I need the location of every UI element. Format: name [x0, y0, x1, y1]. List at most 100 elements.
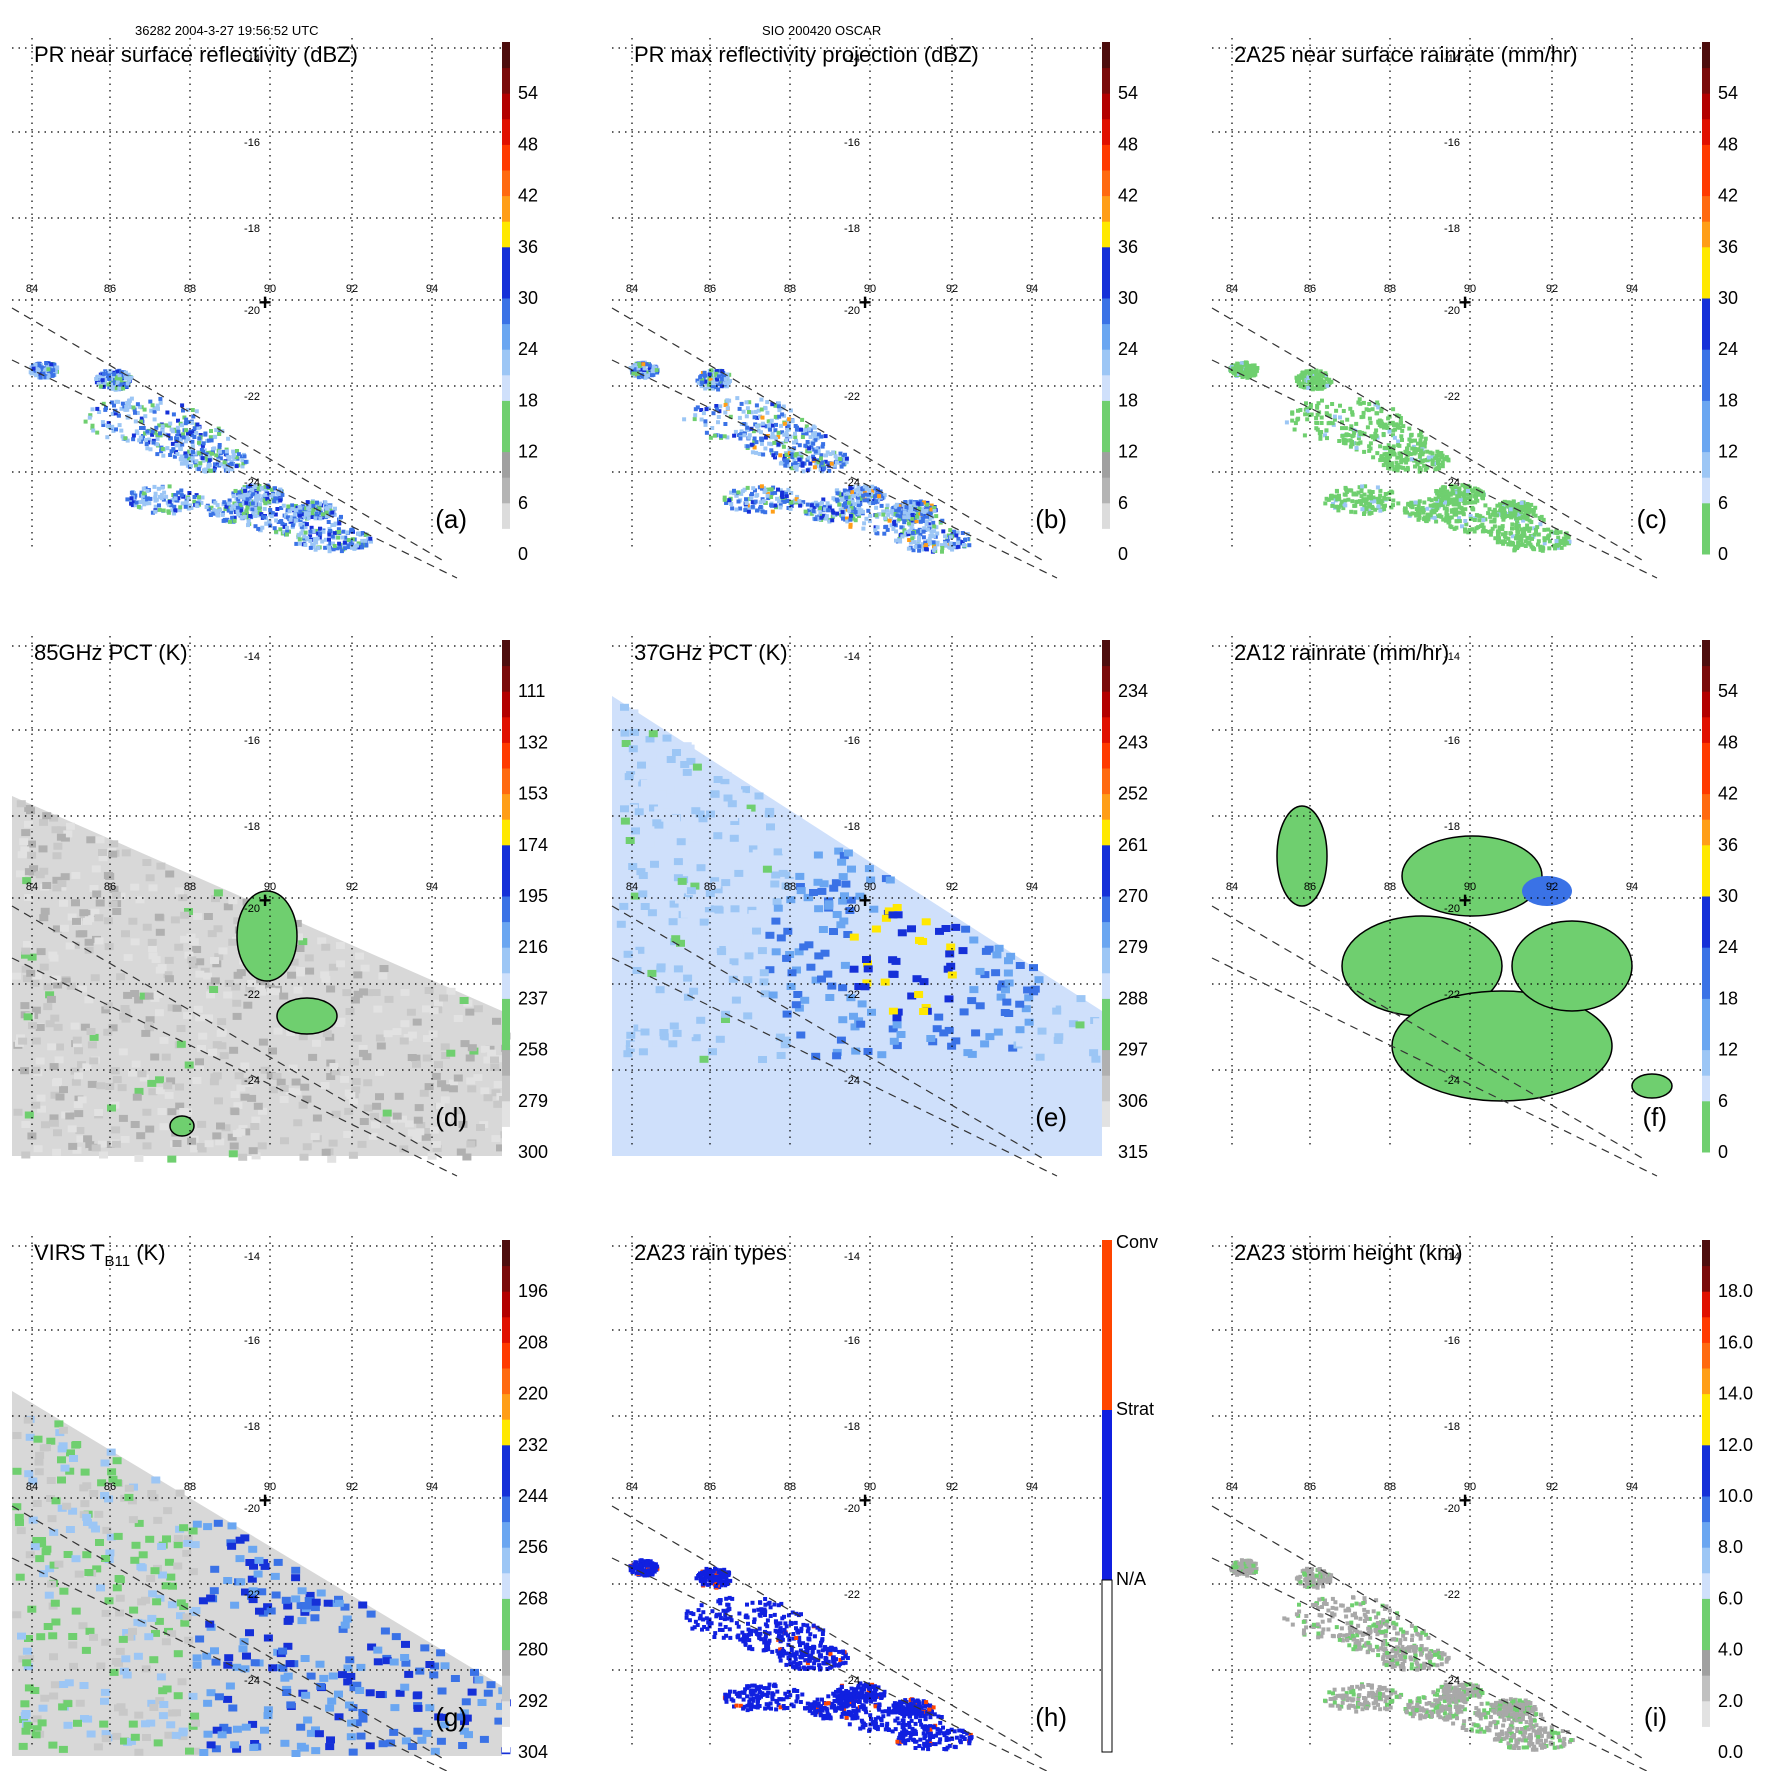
a-pixel — [117, 373, 122, 378]
a-pixel — [303, 525, 308, 530]
b-pixel — [648, 366, 653, 371]
a-pixel — [129, 501, 134, 506]
d-cell — [72, 1146, 82, 1154]
b-pixel — [780, 490, 785, 495]
a-pixel — [306, 511, 311, 516]
d-cell — [50, 1014, 60, 1022]
c-pixel — [1515, 546, 1520, 550]
d-colorbar-bin — [502, 870, 510, 897]
b-pixel — [696, 380, 701, 385]
d-cell — [279, 992, 289, 1000]
a-pixel — [356, 531, 361, 536]
d-tick-label: 279 — [518, 1091, 548, 1111]
a-pixel — [268, 508, 273, 512]
d-cell — [215, 1138, 225, 1146]
c-pixel — [1480, 515, 1485, 520]
b-pixel — [765, 493, 770, 498]
c-pixel — [1335, 497, 1340, 502]
c-pixel — [1520, 542, 1525, 547]
c-pixel — [1465, 489, 1470, 493]
c-pixel — [1475, 489, 1480, 494]
c-pixel — [1432, 515, 1437, 520]
c-pixel — [1527, 507, 1531, 512]
d-cell — [35, 871, 45, 879]
a-pixel — [153, 495, 158, 500]
a-pixel — [300, 504, 305, 509]
e-cell — [669, 1022, 679, 1030]
b-pixel — [654, 368, 659, 373]
c-pixel — [1442, 506, 1447, 511]
a-pixel — [183, 439, 188, 444]
d-cell — [404, 1120, 414, 1128]
a-pixel — [246, 484, 250, 489]
c-pixel — [1292, 427, 1297, 432]
b-pixel — [844, 456, 849, 461]
c-pixel — [1534, 528, 1538, 532]
b-pixel — [902, 520, 907, 525]
c-pixel — [1329, 493, 1334, 498]
c-pixel — [1528, 526, 1533, 531]
d-cell — [446, 987, 456, 995]
a-pixel — [309, 525, 314, 530]
b-pixel — [889, 523, 894, 528]
b-pixel — [770, 509, 775, 514]
d-cell — [53, 981, 63, 989]
c-pixel — [1324, 377, 1329, 381]
b-pixel — [956, 540, 961, 545]
d-cell — [39, 818, 48, 826]
c-pixel — [1357, 485, 1362, 490]
a-pixel — [218, 508, 223, 513]
b-pixel — [744, 414, 749, 419]
c-pixel — [1303, 371, 1308, 376]
a-pixel — [273, 496, 278, 501]
c-pixel — [1364, 497, 1369, 502]
b-pixel — [819, 434, 824, 439]
e-cell — [734, 869, 744, 877]
d-cell — [67, 1125, 77, 1133]
a-pixel — [217, 432, 222, 436]
a-pixel — [96, 374, 101, 379]
a-pixel — [142, 494, 147, 499]
b-pixel — [781, 404, 786, 409]
c-pixel — [1369, 499, 1374, 504]
a-pixel — [192, 495, 197, 499]
b-pixel — [827, 468, 832, 473]
b-pixel — [902, 528, 907, 533]
a-pixel — [293, 508, 298, 513]
b-pixel — [902, 515, 907, 520]
d-cell — [229, 1046, 239, 1054]
b-pixel — [770, 431, 775, 436]
a-pixel — [94, 377, 99, 381]
b-colorbar-bin — [1102, 451, 1110, 478]
c-pixel — [1407, 426, 1412, 431]
a-pixel — [145, 488, 150, 493]
a-pixel — [179, 461, 184, 466]
b-pixel — [934, 514, 939, 519]
b-lat-label: -18 — [844, 223, 860, 235]
b-pixel — [644, 368, 649, 373]
c-pixel — [1330, 421, 1335, 426]
a-pixel — [208, 513, 213, 517]
d-cell — [287, 971, 297, 979]
b-pixel — [933, 546, 938, 551]
d-cell — [72, 1036, 82, 1044]
c-pixel — [1428, 450, 1433, 455]
c-pixel — [1563, 532, 1568, 537]
e-cell — [646, 821, 656, 829]
a-pixel — [226, 508, 231, 513]
b-pixel — [784, 452, 789, 457]
d-cell — [432, 1144, 442, 1152]
c-pixel — [1433, 502, 1438, 507]
b-pixel — [752, 439, 757, 443]
b-pixel — [699, 408, 704, 412]
b-pixel — [759, 407, 764, 412]
d-cell — [45, 1020, 55, 1028]
c-pixel — [1349, 424, 1354, 429]
d-cell — [268, 1047, 277, 1055]
a-pixel — [201, 450, 205, 454]
a-pixel — [101, 371, 106, 376]
c-pixel — [1374, 428, 1379, 433]
c-pixel — [1463, 507, 1468, 512]
e-cell — [857, 1000, 867, 1008]
d-colorbar-bin — [502, 742, 510, 769]
